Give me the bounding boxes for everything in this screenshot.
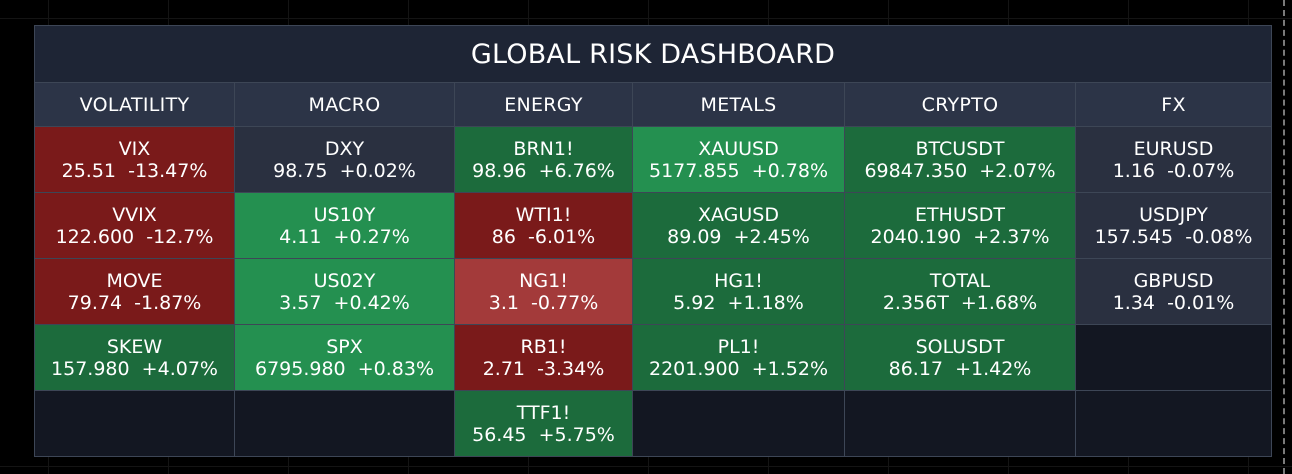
ticker-price-change: 98.96 +6.76% <box>472 159 615 182</box>
ticker-price-change: 25.51 -13.47% <box>61 159 208 182</box>
ticker-symbol: HG1! <box>714 269 763 292</box>
grid-line <box>0 466 1292 467</box>
grid-line <box>0 18 1292 19</box>
ticker-tile[interactable]: HG1! 5.92 +1.18% <box>633 258 845 324</box>
ticker-tile[interactable]: EURUSD 1.16 -0.07% <box>1076 126 1271 192</box>
column-header: VOLATILITY <box>35 82 235 126</box>
column-header: MACRO <box>235 82 455 126</box>
ticker-symbol: SKEW <box>106 335 163 358</box>
ticker-symbol: GBPUSD <box>1133 269 1214 292</box>
ticker-price-change: 2201.900 +1.52% <box>648 357 828 380</box>
ticker-price-change: 6795.980 +0.83% <box>254 357 434 380</box>
ticker-price-change: 89.09 +2.45% <box>667 225 810 248</box>
ticker-symbol: US02Y <box>313 269 376 292</box>
ticker-price-change: 5177.855 +0.78% <box>648 159 828 182</box>
ticker-symbol: XAGUSD <box>697 203 779 226</box>
ticker-symbol: RB1! <box>520 335 567 358</box>
ticker-symbol: WTI1! <box>515 203 572 226</box>
ticker-price-change: 79.74 -1.87% <box>67 291 202 314</box>
ticker-symbol: TOTAL <box>929 269 991 292</box>
ticker-symbol: NG1! <box>519 269 568 292</box>
ticker-price-change: 1.34 -0.01% <box>1112 291 1235 314</box>
ticker-symbol: BRN1! <box>513 137 574 160</box>
ticker-price-change: 2.71 -3.34% <box>482 357 605 380</box>
ticker-price-change: 4.11 +0.27% <box>279 225 410 248</box>
ticker-price-change: 122.600 -12.7% <box>55 225 214 248</box>
ticker-tile[interactable]: VIX 25.51 -13.47% <box>35 126 235 192</box>
ticker-tile[interactable]: USDJPY 157.545 -0.08% <box>1076 192 1271 258</box>
ticker-price-change: 157.545 -0.08% <box>1094 225 1253 248</box>
ticker-tile[interactable]: PL1! 2201.900 +1.52% <box>633 324 845 390</box>
ticker-symbol: SOLUSDT <box>915 335 1005 358</box>
ticker-tile[interactable]: VVIX 122.600 -12.7% <box>35 192 235 258</box>
ticker-tile[interactable]: DXY 98.75 +0.02% <box>235 126 455 192</box>
ticker-tile[interactable]: TTF1! 56.45 +5.75% <box>455 390 633 456</box>
column-crypto: CRYPTO BTCUSDT 69847.350 +2.07% ETHUSDT 2040… <box>845 82 1076 456</box>
ticker-symbol: ETHUSDT <box>914 203 1006 226</box>
column-header: FX <box>1076 82 1271 126</box>
column-header: ENERGY <box>455 82 633 126</box>
ticker-tile[interactable]: ETHUSDT 2040.190 +2.37% <box>845 192 1076 258</box>
ticker-price-change: 157.980 +4.07% <box>51 357 218 380</box>
ticker-price-change: 98.75 +0.02% <box>273 159 416 182</box>
ticker-symbol: VVIX <box>112 203 157 226</box>
ticker-tile[interactable]: BTCUSDT 69847.350 +2.07% <box>845 126 1076 192</box>
empty-cell <box>235 390 455 456</box>
ticker-tile[interactable]: NG1! 3.1 -0.77% <box>455 258 633 324</box>
column-fx: FX EURUSD 1.16 -0.07% USDJPY 157.545 -0.08% G… <box>1076 82 1271 456</box>
ticker-price-change: 5.92 +1.18% <box>673 291 804 314</box>
empty-cell <box>845 390 1076 456</box>
ticker-symbol: SPX <box>326 335 363 358</box>
empty-cell <box>1076 390 1271 456</box>
ticker-symbol: US10Y <box>313 203 376 226</box>
ticker-symbol: TTF1! <box>516 401 571 424</box>
dashboard-title: GLOBAL RISK DASHBOARD <box>470 38 836 70</box>
ticker-tile[interactable]: WTI1! 86 -6.01% <box>455 192 633 258</box>
ticker-price-change: 3.57 +0.42% <box>279 291 410 314</box>
empty-cell <box>1076 324 1271 390</box>
ticker-tile[interactable]: SKEW 157.980 +4.07% <box>35 324 235 390</box>
empty-cell <box>35 390 235 456</box>
ticker-symbol: XAUUSD <box>698 137 779 160</box>
ticker-tile[interactable]: TOTAL 2.356T +1.68% <box>845 258 1076 324</box>
column-volatility: VOLATILITY VIX 25.51 -13.47% VVIX 122.600 -1… <box>35 82 235 456</box>
ticker-price-change: 86.17 +1.42% <box>888 357 1032 380</box>
ticker-price-change: 3.1 -0.77% <box>488 291 599 314</box>
ticker-tile[interactable]: US10Y 4.11 +0.27% <box>235 192 455 258</box>
column-macro: MACRO DXY 98.75 +0.02% US10Y 4.11 +0.27% US02… <box>235 82 455 456</box>
column-header: CRYPTO <box>845 82 1076 126</box>
ticker-tile[interactable]: SOLUSDT 86.17 +1.42% <box>845 324 1076 390</box>
ticker-tile[interactable]: US02Y 3.57 +0.42% <box>235 258 455 324</box>
ticker-symbol: DXY <box>324 137 365 160</box>
ticker-tile[interactable]: RB1! 2.71 -3.34% <box>455 324 633 390</box>
ticker-tile[interactable]: BRN1! 98.96 +6.76% <box>455 126 633 192</box>
ticker-tile[interactable]: XAGUSD 89.09 +2.45% <box>633 192 845 258</box>
ticker-tile[interactable]: SPX 6795.980 +0.83% <box>235 324 455 390</box>
column-energy: ENERGY BRN1! 98.96 +6.76% WTI1! 86 -6.01% NG1… <box>455 82 633 456</box>
ticker-symbol: EURUSD <box>1133 137 1214 160</box>
ticker-symbol: BTCUSDT <box>915 137 1005 160</box>
ticker-price-change: 1.16 -0.07% <box>1112 159 1235 182</box>
ticker-symbol: USDJPY <box>1139 203 1208 226</box>
crosshair-line <box>1283 0 1285 474</box>
risk-dashboard-table: GLOBAL RISK DASHBOARD VOLATILITY VIX 25.51… <box>34 25 1272 457</box>
ticker-price-change: 69847.350 +2.07% <box>864 159 1056 182</box>
ticker-symbol: PL1! <box>717 335 760 358</box>
ticker-price-change: 86 -6.01% <box>491 225 596 248</box>
column-header: METALS <box>633 82 845 126</box>
ticker-price-change: 2040.190 +2.37% <box>870 225 1050 248</box>
column-metals: METALS XAUUSD 5177.855 +0.78% XAGUSD 89.09 +… <box>633 82 845 456</box>
ticker-price-change: 2.356T +1.68% <box>882 291 1038 314</box>
ticker-price-change: 56.45 +5.75% <box>472 423 615 446</box>
ticker-tile[interactable]: GBPUSD 1.34 -0.01% <box>1076 258 1271 324</box>
empty-cell <box>633 390 845 456</box>
ticker-symbol: VIX <box>118 137 151 160</box>
ticker-symbol: MOVE <box>106 269 163 292</box>
ticker-tile[interactable]: XAUUSD 5177.855 +0.78% <box>633 126 845 192</box>
ticker-tile[interactable]: MOVE 79.74 -1.87% <box>35 258 235 324</box>
